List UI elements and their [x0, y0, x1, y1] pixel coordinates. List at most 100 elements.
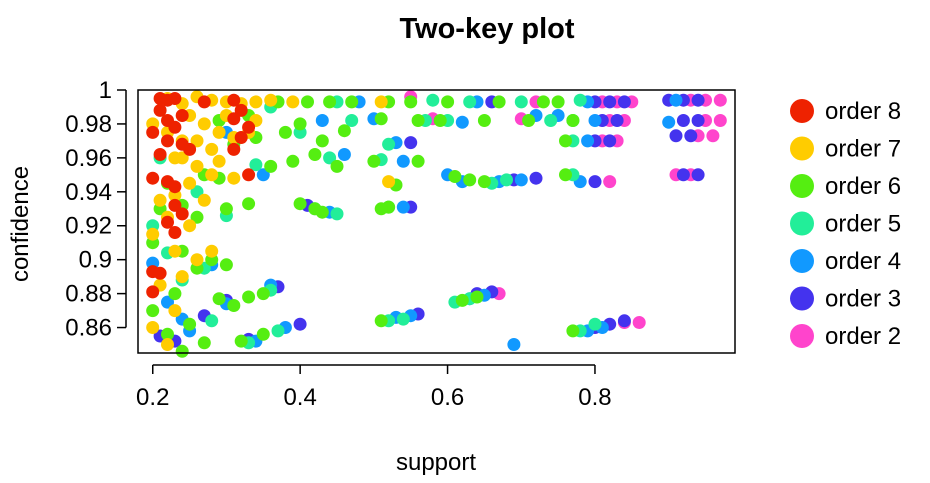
data-point [345, 114, 359, 127]
data-point [146, 171, 160, 185]
legend-swatch [790, 136, 814, 161]
data-point [374, 314, 388, 328]
points-layer [146, 90, 727, 358]
data-point [234, 334, 248, 348]
data-point [315, 114, 329, 127]
data-point [470, 290, 484, 304]
data-point [337, 148, 351, 161]
data-point [323, 95, 337, 109]
data-point [146, 321, 160, 334]
data-point [183, 219, 197, 233]
data-point [455, 293, 469, 307]
data-point [441, 95, 455, 109]
data-point [522, 114, 536, 127]
legend-swatch [790, 286, 814, 311]
data-point [227, 93, 241, 107]
data-point [566, 324, 580, 338]
data-point [175, 270, 189, 284]
data-point [573, 93, 587, 107]
legend-swatch [790, 99, 814, 123]
data-point [249, 95, 263, 109]
data-point [426, 93, 440, 107]
legend-swatch [790, 324, 814, 348]
data-point [205, 314, 219, 328]
data-point [205, 244, 219, 258]
legend-label: order 5 [825, 211, 901, 238]
data-point [227, 171, 241, 185]
data-point [168, 120, 182, 134]
x-tick-label: 0.4 [283, 384, 316, 411]
data-point [234, 131, 248, 144]
data-point [286, 95, 300, 109]
data-point [264, 93, 278, 107]
data-point [477, 175, 491, 189]
data-point [603, 134, 617, 148]
data-point [161, 134, 174, 148]
data-point [197, 95, 211, 109]
data-point [566, 114, 580, 127]
chart-title: Two-key plot [399, 13, 574, 45]
data-point [559, 168, 572, 182]
data-point [234, 103, 248, 117]
data-point [168, 226, 182, 239]
data-point [684, 129, 698, 143]
data-point [617, 314, 631, 328]
data-point [212, 292, 226, 306]
data-point [603, 95, 617, 109]
data-point [463, 173, 477, 187]
data-point [161, 338, 174, 351]
data-point [588, 175, 602, 189]
data-point [492, 95, 506, 109]
data-point [153, 103, 167, 117]
data-point [175, 207, 189, 221]
data-point [662, 115, 676, 129]
data-point [271, 324, 285, 338]
y-tick-label: 0.92 [65, 213, 112, 240]
data-point [190, 185, 204, 199]
data-point [382, 137, 396, 151]
data-point [242, 290, 256, 304]
data-point [219, 258, 233, 272]
data-point [190, 134, 204, 148]
data-point [153, 266, 167, 280]
data-point [455, 115, 469, 129]
y-tick-label: 0.88 [65, 281, 112, 308]
data-point [500, 173, 513, 187]
data-point [153, 148, 167, 161]
x-tick-label: 0.8 [578, 384, 611, 411]
data-point [161, 327, 174, 341]
data-point [190, 253, 204, 267]
data-point [197, 117, 211, 131]
legend-label: order 6 [825, 173, 901, 200]
y-tick-label: 0.86 [65, 315, 112, 342]
data-point [588, 317, 602, 331]
data-point [293, 197, 307, 211]
data-point [168, 287, 182, 301]
data-point [168, 151, 182, 165]
data-point [315, 134, 329, 148]
data-point [168, 304, 182, 318]
data-point [691, 93, 705, 107]
data-point [544, 114, 558, 127]
data-point [242, 197, 256, 211]
data-point [242, 120, 256, 134]
data-point [433, 114, 447, 127]
data-point [168, 180, 182, 194]
data-point [337, 124, 351, 138]
legend-label: order 8 [825, 98, 901, 125]
data-point [463, 95, 477, 109]
data-point [477, 114, 491, 127]
data-point [536, 95, 550, 109]
legend-swatch [790, 211, 814, 236]
data-point [308, 148, 322, 161]
data-point [382, 175, 396, 189]
data-point [345, 95, 359, 109]
data-point [691, 114, 705, 127]
data-point [301, 95, 314, 109]
data-point [404, 136, 418, 150]
x-axis: 0.2 0.4 0.6 0.8 [136, 364, 612, 411]
legend-label: order 7 [825, 136, 901, 163]
data-point [448, 170, 462, 183]
data-point [183, 176, 197, 190]
data-point [197, 336, 211, 350]
